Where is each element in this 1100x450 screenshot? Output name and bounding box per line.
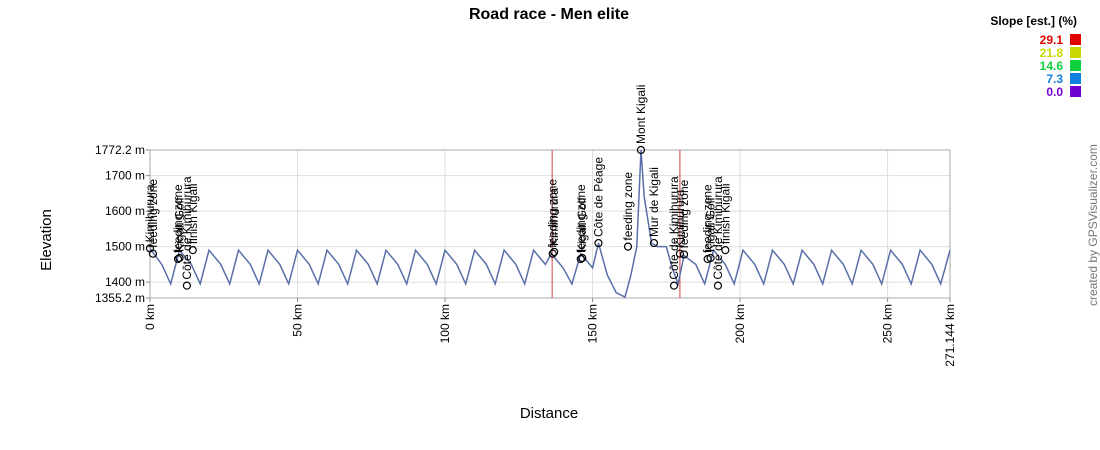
- waypoint-marker: [623, 242, 633, 251]
- chart-title: Road race - Men elite: [469, 6, 629, 23]
- waypoint-label: Kigali Golf: [575, 197, 589, 252]
- legend-label: 0.0: [1046, 85, 1063, 99]
- waypoint-label: feeding zone: [621, 172, 635, 241]
- y-tick-label: 1600 m: [105, 204, 145, 218]
- waypoint-marker: [578, 253, 587, 263]
- waypoint-label: feeding zone: [146, 179, 160, 248]
- credit: created by GPSVisualizer.com: [1086, 144, 1100, 306]
- waypoint-marker: [550, 247, 559, 257]
- waypoint-label: Côte de Kimihurura: [180, 176, 194, 280]
- legend-label: 29.1: [1040, 33, 1064, 47]
- legend-swatch: [1070, 47, 1081, 58]
- x-tick-label: 50 km: [291, 304, 305, 337]
- y-tick-label: 1700 m: [105, 169, 145, 183]
- waypoint-marker: [649, 238, 659, 248]
- plot-frame: [149, 149, 951, 299]
- x-tick-label: 100 km: [438, 304, 452, 343]
- waypoint-label: Côte de Kimihurura: [711, 176, 725, 280]
- waypoint-marker: [713, 281, 723, 290]
- waypoint-label: feeding zone: [701, 184, 715, 253]
- waypoint-label: Kimihurura: [143, 184, 157, 242]
- y-tick-label: 1772.2 m: [95, 143, 145, 157]
- elevation-line: [149, 149, 951, 299]
- waypoint-marker: [675, 249, 685, 258]
- waypoint-label: feeding zone: [574, 184, 588, 253]
- waypoint-marker: [173, 254, 183, 264]
- waypoint-label: Kimihurura: [673, 189, 687, 247]
- x-tick-label: 0 km: [143, 304, 157, 330]
- waypoint-marker: [576, 254, 585, 264]
- waypoint-marker: [548, 249, 557, 258]
- legend-title: Slope [est.] (%): [990, 14, 1077, 28]
- waypoint-marker: [175, 253, 184, 263]
- waypoint-label: Côte de Kimihurura: [667, 176, 681, 280]
- waypoint-label: Côte de Péage: [591, 157, 605, 237]
- waypoint-label: Kigali Golf: [704, 197, 718, 252]
- legend-swatch: [1070, 34, 1081, 45]
- waypoint-label: feeding zone: [546, 179, 560, 248]
- waypoint-marker: [148, 249, 158, 258]
- waypoint-label: Kimihurura: [547, 188, 561, 246]
- y-axis-title: Elevation: [38, 209, 55, 271]
- waypoint-label: finish Kigali: [186, 183, 200, 244]
- waypoint-label: feeding zone: [677, 179, 691, 248]
- waypoint-label: Mur de Kigali: [647, 167, 661, 237]
- waypoint-marker: [594, 238, 603, 248]
- waypoint-label: Mont Kigali: [634, 85, 648, 144]
- waypoint-marker: [188, 246, 197, 255]
- waypoint-marker: [636, 145, 646, 155]
- x-tick-label: 200 km: [733, 304, 747, 343]
- waypoint-marker: [706, 253, 715, 263]
- legend-swatch: [1070, 73, 1081, 84]
- x-axis-title: Distance: [520, 405, 578, 422]
- legend-label: 7.3: [1046, 72, 1063, 86]
- legend-swatch: [1070, 86, 1081, 97]
- waypoint-marker: [721, 246, 730, 255]
- legend-swatch: [1070, 60, 1081, 71]
- legend-label: 21.8: [1040, 46, 1064, 60]
- waypoint-label: finish Kigali: [718, 183, 732, 244]
- waypoint-label: feeding zone: [171, 184, 185, 253]
- waypoint-marker: [669, 281, 679, 290]
- waypoint-marker: [679, 250, 689, 259]
- waypoint-marker: [182, 281, 191, 290]
- x-tick-label: 271.144 km: [943, 304, 957, 367]
- x-tick-label: 150 km: [586, 304, 600, 343]
- y-tick-label: 1400 m: [105, 275, 145, 289]
- legend-label: 14.6: [1040, 59, 1064, 73]
- y-tick-label: 1355.2 m: [95, 291, 145, 305]
- waypoint-label: Kigali Golf: [173, 197, 187, 252]
- y-tick-label: 1500 m: [105, 240, 145, 254]
- x-tick-label: 250 km: [881, 304, 895, 343]
